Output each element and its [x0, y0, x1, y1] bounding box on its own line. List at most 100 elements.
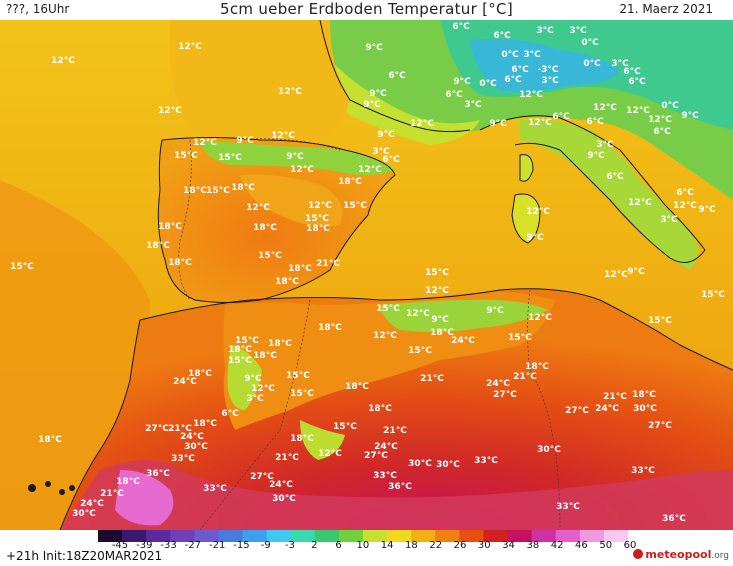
temperature-label: 9°C: [236, 136, 254, 146]
coast-sardinia: [511, 193, 541, 244]
temperature-label: 27°C: [145, 424, 169, 434]
scale-tick-label: 34: [502, 540, 515, 551]
valid-date: 21. Maerz 2021: [619, 2, 713, 16]
temperature-label: 24°C: [374, 442, 398, 452]
temperature-label: 21°C: [316, 259, 340, 269]
scale-swatch: [122, 530, 147, 542]
temperature-label: 15°C: [218, 153, 242, 163]
border-algeria-morocco: [199, 299, 311, 530]
temperature-label: 27°C: [648, 421, 672, 431]
temperature-label: 12°C: [519, 90, 543, 100]
corsica: [520, 154, 533, 182]
temperature-label: 9°C: [698, 205, 716, 215]
temperature-label: 15°C: [343, 201, 367, 211]
temperature-label: 15°C: [286, 371, 310, 381]
color-scale-labels: -45 -39 -33 -27 -21 -15 -9 -3 2 6 10 14 18 22 26 30 34 38…: [110, 540, 637, 554]
temperature-label: 9°C: [526, 233, 544, 243]
borders: [178, 138, 561, 530]
sardinia: [512, 194, 540, 243]
scale-tick-label: 10: [356, 540, 370, 551]
coastlines: [59, 20, 733, 530]
border-algeria-libya: [529, 369, 561, 530]
temperature-label: 0°C: [581, 38, 599, 48]
italy-land: [520, 119, 698, 270]
temperature-label: 6°C: [552, 112, 570, 122]
temperature-label: 27°C: [364, 451, 388, 461]
temperature-label: 6°C: [493, 31, 511, 41]
temperature-label: 30°C: [72, 509, 96, 519]
scale-tick-label: 46: [575, 540, 588, 551]
temperature-label: 18°C: [146, 241, 170, 251]
temperature-label: -3°C: [537, 65, 558, 75]
temperature-label: 21°C: [100, 489, 124, 499]
sahara-hot: [60, 460, 733, 530]
temperature-label: 3°C: [523, 50, 541, 60]
temperature-label: 12°C: [673, 201, 697, 211]
temperature-label: 21°C: [420, 374, 444, 384]
temperature-label: 24°C: [269, 480, 293, 490]
temperature-label: 30°C: [633, 404, 657, 414]
temperature-label: 9°C: [369, 89, 387, 99]
temperature-label: 3°C: [536, 26, 554, 36]
temperature-label: 24°C: [173, 377, 197, 387]
temperature-label: 18°C: [368, 404, 392, 414]
temperature-label: 3°C: [569, 26, 587, 36]
temperature-label: 30°C: [436, 460, 460, 470]
scale-swatch: [242, 530, 268, 542]
temperature-label: 12°C: [178, 42, 202, 52]
scale-tick-label: 26: [453, 540, 467, 551]
temperature-label: 18°C: [338, 177, 362, 187]
scale-swatch: [387, 530, 412, 542]
temperature-label: 30°C: [537, 445, 561, 455]
scale-tick-label: -3: [285, 540, 295, 551]
scale-swatch: [338, 530, 364, 542]
iberia-highlands: [240, 174, 343, 227]
temperature-label: 18°C: [290, 434, 314, 444]
scale-tick-label: 60: [623, 540, 637, 551]
scale-swatch: [363, 530, 388, 542]
temperature-label: 6°C: [452, 22, 470, 32]
coast-iberia: [157, 137, 396, 303]
brand-logo[interactable]: meteopool.org: [633, 548, 729, 561]
temperature-label: 15°C: [10, 262, 34, 272]
temperature-label: 9°C: [681, 111, 699, 121]
temperature-label: 33°C: [556, 502, 580, 512]
temperature-label: 21°C: [168, 424, 192, 434]
temperature-label: 21°C: [383, 426, 407, 436]
coast-corsica: [519, 154, 534, 182]
scale-tick-label: -9: [260, 540, 271, 551]
temperature-label: 15°C: [508, 333, 532, 343]
temperature-label: 36°C: [662, 514, 686, 524]
temperature-label: 15°C: [235, 336, 259, 346]
scale-swatch: [483, 530, 509, 542]
scale-tick-label: 18: [405, 540, 418, 551]
scale-swatch: [98, 530, 123, 542]
coast-africa: [139, 288, 733, 371]
temperature-label: 12°C: [628, 198, 652, 208]
temperature-label: 12°C: [290, 165, 314, 175]
temperature-label: 3°C: [611, 59, 629, 69]
temperature-label: 33°C: [474, 456, 498, 466]
border-spain-portugal: [178, 139, 192, 301]
scale-swatch: [507, 530, 533, 542]
temperature-label: 6°C: [445, 90, 463, 100]
scale-tick-label: -15: [233, 540, 250, 551]
temperature-label: 18°C: [253, 223, 277, 233]
temperature-label: 21°C: [275, 453, 299, 463]
scale-tick-label: 38: [526, 540, 540, 551]
temperature-label: 0°C: [583, 59, 601, 69]
temperature-label: 15°C: [174, 151, 198, 161]
temperature-label: 6°C: [221, 409, 239, 419]
temperature-label: 9°C: [453, 77, 471, 87]
temperature-label: 18°C: [253, 351, 277, 361]
temperature-label: 18°C: [275, 277, 299, 287]
temperature-label: 18°C: [288, 264, 312, 274]
temperature-label: 3°C: [660, 215, 678, 225]
temperature-label: 15°C: [408, 346, 432, 356]
temperature-label: 15°C: [258, 251, 282, 261]
temperature-label: 12°C: [526, 207, 550, 217]
map-title: 5cm ueber Erdboden Temperatur [°C]: [220, 0, 513, 18]
scale-swatch: [146, 530, 171, 542]
coast-france: [319, 20, 471, 133]
alps-yellow: [330, 60, 480, 145]
